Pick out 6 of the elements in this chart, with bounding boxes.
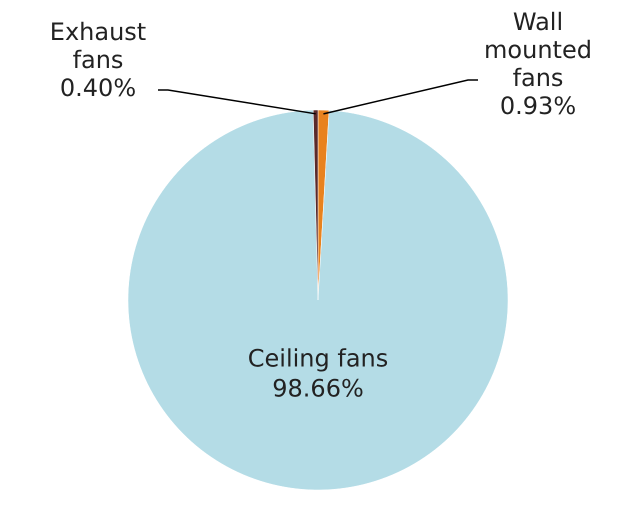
data-label: 98.66%: [272, 374, 364, 402]
data-label: 0.93%: [500, 92, 576, 120]
slice-label: Exhaust fans: [50, 18, 146, 74]
slice-label: Ceiling fans: [248, 344, 388, 372]
slice-label: Wall mounted fans: [484, 8, 592, 92]
data-label: 0.40%: [60, 74, 136, 102]
